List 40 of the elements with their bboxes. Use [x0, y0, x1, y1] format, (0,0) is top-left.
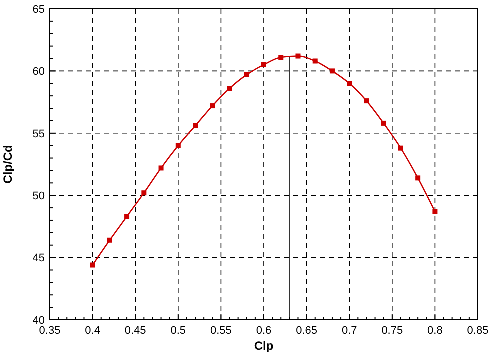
point: [142, 190, 147, 196]
x-tick-label: 0.5: [170, 325, 186, 337]
x-tick-label: 0.55: [210, 325, 232, 337]
point: [330, 68, 335, 74]
x-tick-label: 0.7: [342, 325, 358, 337]
point: [262, 62, 266, 68]
point: [364, 98, 370, 104]
point: [176, 143, 181, 148]
point: [244, 72, 250, 78]
point: [296, 54, 301, 59]
x-tick-label: 0.65: [296, 325, 318, 337]
point: [227, 86, 232, 92]
x-tick-label: 0.6: [256, 325, 272, 337]
point: [381, 120, 386, 126]
x-tick-label: 0.45: [124, 325, 146, 337]
y-tick-label: 45: [32, 252, 45, 265]
point: [416, 176, 421, 181]
point: [278, 55, 284, 60]
x-tick-label: 0.35: [39, 325, 61, 337]
point: [432, 209, 438, 214]
point: [193, 123, 198, 128]
point: [107, 238, 112, 243]
x-axis-title: Clp: [254, 339, 274, 353]
y-tick-label: 55: [32, 128, 45, 140]
x-tick-label: 0.85: [467, 325, 489, 337]
y-axis-title: Clp/Cd: [1, 145, 15, 184]
x-tick-label: 0.8: [428, 325, 443, 337]
point: [312, 58, 318, 64]
x-tick-label: 0.75: [382, 325, 404, 337]
y-tick-label: 60: [32, 66, 45, 78]
point: [158, 166, 164, 171]
point: [90, 262, 96, 268]
x-tick-label: 0.4: [85, 325, 100, 337]
point: [210, 104, 216, 109]
y-tick-label: 40: [32, 314, 45, 327]
y-tick-label: 65: [32, 4, 45, 16]
point: [398, 146, 404, 151]
point: [347, 81, 352, 86]
y-tick-label: 50: [32, 190, 45, 202]
point: [124, 214, 130, 220]
